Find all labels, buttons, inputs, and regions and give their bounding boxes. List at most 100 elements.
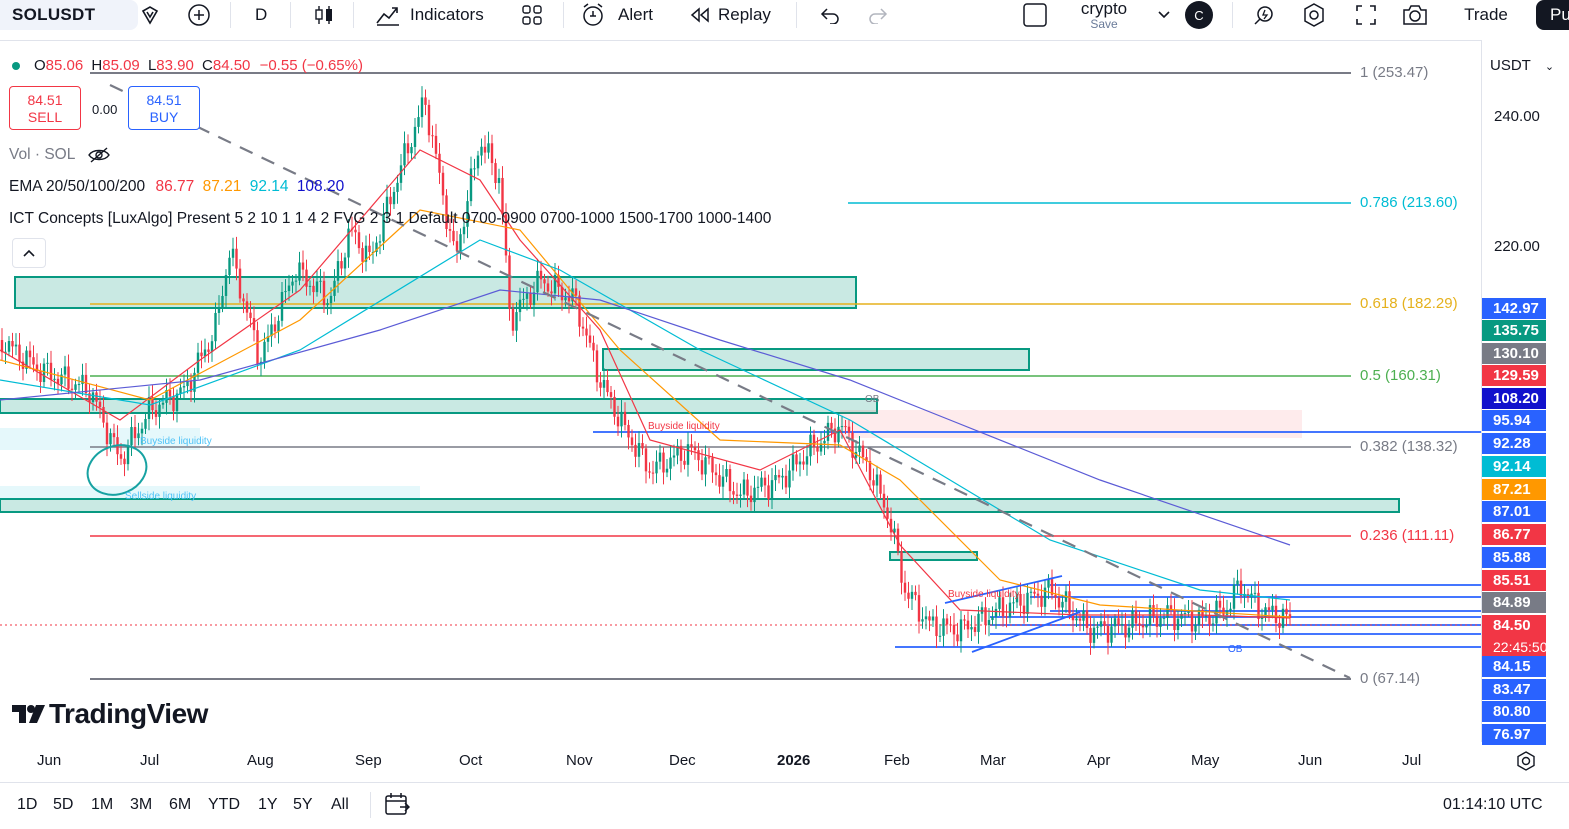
candle-body [1022,605,1026,615]
candle-body [875,474,879,486]
indicators-button[interactable]: Indicators [375,0,484,30]
candle-body [882,493,886,508]
order-block-box[interactable] [602,348,1030,371]
range-button[interactable]: All [331,796,349,813]
price-label-badge: 135.75 [1482,320,1546,341]
publish-button[interactable]: Pu [1536,0,1569,30]
candle-body [200,352,203,357]
candle-body [847,426,851,433]
channel-line[interactable] [944,575,1063,604]
candle-body [1019,593,1022,606]
range-button[interactable]: 1Y [258,796,278,813]
candle-body [728,469,732,492]
candle-body [207,349,210,352]
range-button[interactable]: 1D [17,796,38,813]
alert-button[interactable]: Alert [580,0,653,30]
settings-gear-icon[interactable] [1300,0,1328,30]
range-button[interactable]: 6M [169,796,192,813]
candle-body [998,597,1001,609]
candle-body [256,330,259,365]
order-block-box[interactable] [0,428,200,450]
order-block-box[interactable] [0,486,420,499]
candle-body [221,295,224,308]
candle-body [70,388,74,390]
add-symbol-icon[interactable] [185,0,213,30]
interval-button[interactable]: D [255,5,268,24]
collapse-legend-button[interactable] [12,238,46,268]
order-block-box[interactable] [14,276,857,309]
chart-settings-icon[interactable] [1515,750,1537,777]
sell-button[interactable]: 84.51 SELL [9,86,81,130]
fib-level-label: 0 (67.14) [1360,670,1421,687]
candle-body [868,461,872,481]
range-button[interactable]: 1M [91,796,114,813]
redo-icon[interactable] [866,0,892,30]
currency-chevron-down-icon: ⌄ [1544,61,1555,73]
candle-body [270,324,273,337]
order-block-box[interactable] [0,498,1400,513]
candle-body [970,627,973,630]
time-axis-label: Aug [247,752,274,769]
quick-search-icon[interactable] [1250,0,1278,30]
candle-body [56,378,60,385]
avatar[interactable]: C [1185,1,1213,29]
hand-drawn-circle[interactable] [81,437,154,503]
candle-body [1054,594,1057,598]
dashed-trendline[interactable] [109,84,1351,679]
order-block-box[interactable] [0,398,878,414]
candle-body [914,591,917,596]
candle-body [886,507,889,519]
fullscreen-icon[interactable] [1352,0,1380,30]
range-button[interactable]: 3M [130,796,153,813]
candle-body [830,422,833,429]
channel-line[interactable] [971,611,1081,653]
templates-grid-icon[interactable] [520,0,544,30]
range-button[interactable]: YTD [208,796,240,813]
eye-hidden-icon[interactable] [87,146,111,164]
candle-body [168,390,172,397]
volume-legend[interactable]: Vol · SOL [9,146,111,164]
replay-button[interactable]: Replay [688,0,771,30]
ema-label: EMA 20/50/100/200 [9,178,146,195]
candle-body [287,285,291,292]
trade-button[interactable]: Trade [1464,5,1508,24]
goto-date-icon[interactable] [384,792,411,821]
layout-chevron-down-icon[interactable] [1155,0,1173,30]
candle-body [788,470,791,488]
candle-body [1232,584,1236,609]
candle-body [329,295,333,304]
symbol-search-button[interactable]: SOLUSDT [0,0,138,30]
candle-body [1155,616,1159,627]
candle-body [907,592,910,599]
candle-body [1190,611,1194,632]
candle-body [46,362,49,364]
layout-save-button[interactable]: crypto Save [1076,0,1132,34]
candle-body [1075,618,1078,621]
candle-body [60,374,63,385]
order-block-box[interactable] [840,410,1302,438]
candle-body [833,428,837,443]
candle-body [119,454,123,459]
candle-body [704,457,707,475]
candle-body [606,379,609,393]
undo-icon[interactable] [816,0,842,30]
currency-select[interactable]: USDT ⌄ [1490,57,1554,74]
clock-utc[interactable]: 01:14:10 UTC [1443,796,1543,813]
candle-body [98,401,102,407]
chart-type-candles-icon[interactable] [312,0,336,30]
layout-square-icon[interactable] [1020,0,1050,30]
candle-body [672,455,676,458]
candle-body [627,424,630,438]
candle-body [417,117,420,127]
buy-button[interactable]: 84.51 BUY [128,86,200,130]
order-block-box[interactable] [889,551,978,561]
candle-body [49,362,53,380]
range-button[interactable]: 5D [53,796,74,813]
ict-legend[interactable]: ICT Concepts [LuxAlgo] Present 5 2 10 1 … [9,210,772,227]
range-button[interactable]: 5Y [293,796,313,813]
ema-legend[interactable]: EMA 20/50/100/200 86.77 87.21 92.14 108.… [9,178,344,196]
candle-body [459,234,462,252]
compare-symbol-icon[interactable] [136,0,164,30]
camera-snapshot-icon[interactable] [1400,0,1430,30]
price-chart[interactable]: Buyside liquidity Sellside liquidity Buysi… [0,40,1481,742]
